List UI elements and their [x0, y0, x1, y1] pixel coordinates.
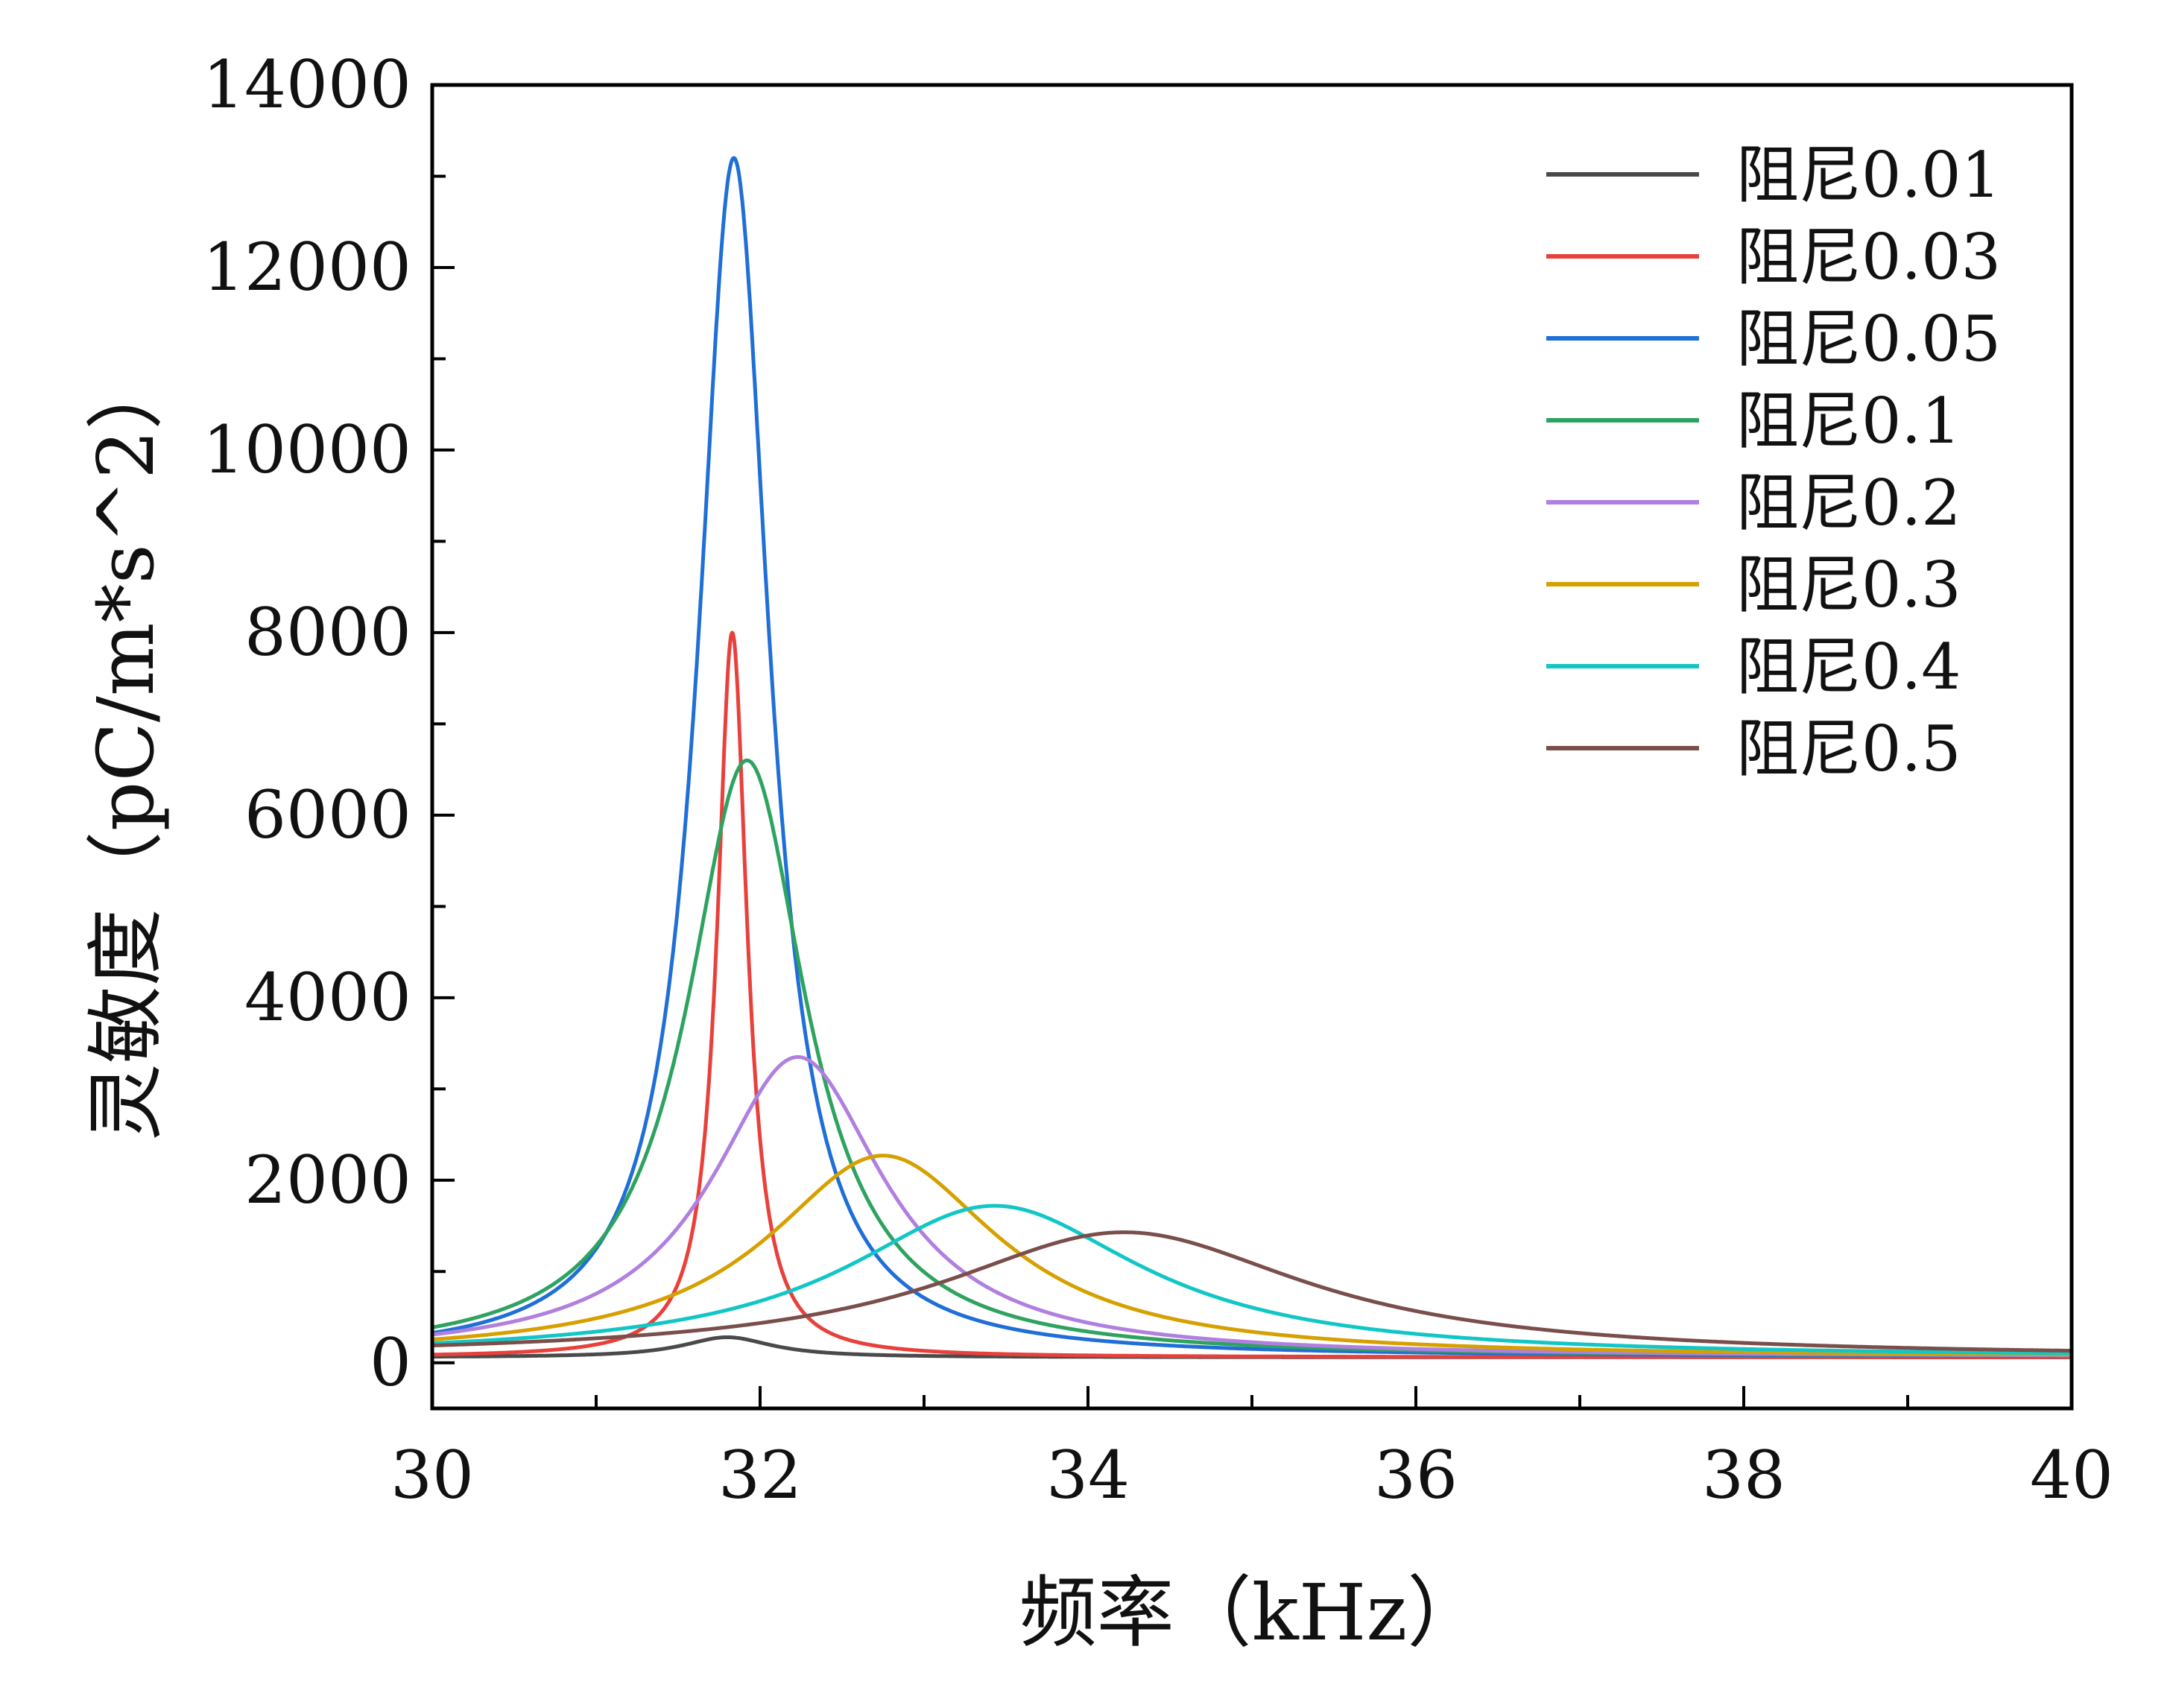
series-line [431, 1203, 2073, 1356]
legend-label: 阻尼0.1 [1736, 385, 1961, 458]
x-tick-label: 32 [718, 1437, 802, 1514]
legend-label: 阻尼0.5 [1736, 712, 1961, 785]
y-tick-label: 8000 [244, 594, 411, 671]
y-tick-label: 0 [370, 1324, 411, 1401]
x-tick-label: 34 [1046, 1437, 1130, 1514]
legend: 阻尼0.01 阻尼0.03 阻尼0.05 阻尼0.1 阻尼0.2 阻尼0.3 阻尼0.4 阻尼… [1546, 139, 2001, 785]
y-axis-title: 灵敏度（pC/m*s^2） [80, 352, 171, 1142]
y-axis: 0 2000 4000 6000 8000 10000 12000 14000 [203, 46, 455, 1401]
legend-label: 阻尼0.05 [1736, 303, 2001, 376]
y-tick-label: 14000 [203, 46, 411, 123]
series-line [431, 1054, 2073, 1358]
x-tick-label: 36 [1374, 1437, 1458, 1514]
x-tick-label: 38 [1702, 1437, 1785, 1514]
y-tick-label: 4000 [244, 959, 411, 1036]
legend-label: 阻尼0.2 [1736, 466, 1961, 540]
plot-lines [431, 156, 2073, 1359]
y-tick-label: 12000 [203, 229, 411, 306]
series-line [431, 1230, 2073, 1353]
legend-label: 阻尼0.3 [1736, 548, 1961, 621]
x-tick-label: 40 [2030, 1437, 2113, 1514]
y-tick-label: 6000 [244, 776, 411, 853]
legend-label: 阻尼0.4 [1736, 630, 1961, 703]
y-tick-label: 2000 [244, 1142, 411, 1218]
y-tick-label: 10000 [203, 411, 411, 488]
x-tick-label: 30 [390, 1437, 474, 1514]
x-axis-title: 频率（kHz） [1019, 1567, 1485, 1658]
series-line [431, 758, 2073, 1358]
series-line [431, 1154, 2073, 1357]
legend-label: 阻尼0.01 [1736, 139, 2001, 212]
legend-label: 阻尼0.03 [1736, 221, 2001, 294]
x-axis: 30 32 34 36 38 40 [390, 1386, 2113, 1514]
